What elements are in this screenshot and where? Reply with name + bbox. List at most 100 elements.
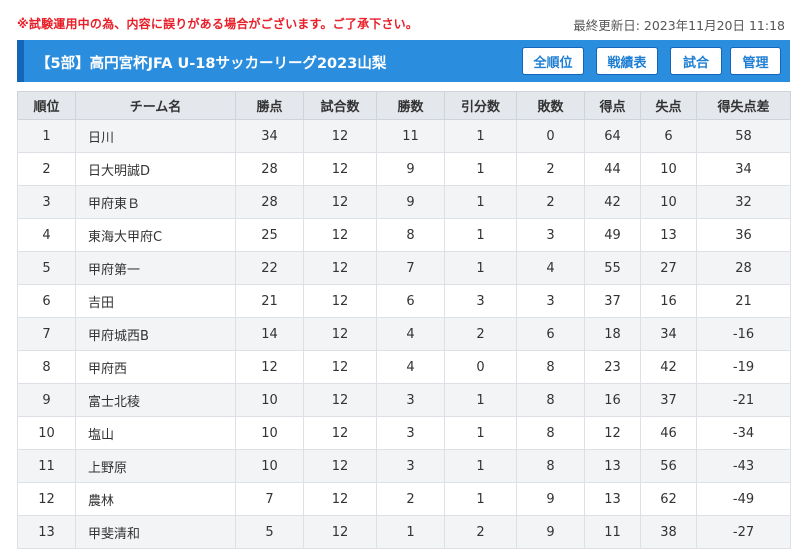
cell-points: 10: [235, 449, 304, 483]
cell-goal-difference: -27: [696, 515, 791, 549]
cell-played: 12: [303, 482, 377, 516]
table-row: 8 甲府西 12 12 4 0 8 23 42 -19: [17, 350, 791, 384]
cell-draws: 2: [444, 317, 517, 351]
cell-goals-for: 55: [584, 251, 641, 285]
cell-goals-against: 27: [640, 251, 697, 285]
cell-team: 甲斐清和: [75, 515, 236, 549]
cell-draws: 1: [444, 482, 517, 516]
cell-goals-for: 64: [584, 119, 641, 153]
cell-goals-for: 13: [584, 449, 641, 483]
cell-draws: 1: [444, 251, 517, 285]
cell-goal-difference: -16: [696, 317, 791, 351]
cell-wins: 7: [376, 251, 445, 285]
cell-losses: 2: [516, 152, 585, 186]
cell-points: 22: [235, 251, 304, 285]
cell-rank: 5: [17, 251, 76, 285]
cell-goal-difference: 28: [696, 251, 791, 285]
cell-played: 12: [303, 383, 377, 417]
cell-rank: 2: [17, 152, 76, 186]
cell-rank: 3: [17, 185, 76, 219]
cell-points: 28: [235, 185, 304, 219]
cell-goals-for: 49: [584, 218, 641, 252]
standings-table: 順位 チーム名 勝点 試合数 勝数 引分数 敗数 得点 失点 得失点差 1 日川 3…: [17, 91, 791, 549]
cell-team: 甲府城西B: [75, 317, 236, 351]
cell-draws: 1: [444, 449, 517, 483]
table-row: 7 甲府城西B 14 12 4 2 6 18 34 -16: [17, 317, 791, 351]
cell-rank: 7: [17, 317, 76, 351]
cell-goals-against: 56: [640, 449, 697, 483]
cell-points: 21: [235, 284, 304, 318]
cell-team: 上野原: [75, 449, 236, 483]
cell-team: 甲府第一: [75, 251, 236, 285]
cell-losses: 3: [516, 218, 585, 252]
cell-rank: 4: [17, 218, 76, 252]
cell-rank: 9: [17, 383, 76, 417]
last-updated: 最終更新日: 2023年11月20日 11:18: [573, 18, 785, 33]
cell-team: 吉田: [75, 284, 236, 318]
cell-team: 甲府西: [75, 350, 236, 384]
table-row: 5 甲府第一 22 12 7 1 4 55 27 28: [17, 251, 791, 285]
cell-goals-against: 34: [640, 317, 697, 351]
cell-played: 12: [303, 284, 377, 318]
cell-draws: 2: [444, 515, 517, 549]
cell-draws: 1: [444, 383, 517, 417]
table-row: 11 上野原 10 12 3 1 8 13 56 -43: [17, 449, 791, 483]
cell-team: 東海大甲府C: [75, 218, 236, 252]
cell-goal-difference: 58: [696, 119, 791, 153]
cell-points: 14: [235, 317, 304, 351]
cell-rank: 11: [17, 449, 76, 483]
cell-losses: 9: [516, 482, 585, 516]
cell-goals-for: 11: [584, 515, 641, 549]
cell-played: 12: [303, 350, 377, 384]
cell-points: 7: [235, 482, 304, 516]
admin-button[interactable]: 管理: [730, 47, 781, 75]
results-button[interactable]: 戦績表: [596, 47, 658, 75]
col-header-points: 勝点: [235, 91, 304, 120]
col-header-draws: 引分数: [444, 91, 517, 120]
cell-played: 12: [303, 152, 377, 186]
col-header-goal-difference: 得失点差: [696, 91, 791, 120]
cell-goal-difference: 34: [696, 152, 791, 186]
cell-points: 5: [235, 515, 304, 549]
cell-losses: 6: [516, 317, 585, 351]
cell-losses: 0: [516, 119, 585, 153]
cell-draws: 1: [444, 185, 517, 219]
cell-goals-for: 16: [584, 383, 641, 417]
cell-rank: 6: [17, 284, 76, 318]
cell-wins: 4: [376, 317, 445, 351]
col-header-goals-against: 失点: [640, 91, 697, 120]
cell-rank: 8: [17, 350, 76, 384]
cell-goals-for: 13: [584, 482, 641, 516]
cell-rank: 1: [17, 119, 76, 153]
cell-goals-for: 12: [584, 416, 641, 450]
cell-wins: 11: [376, 119, 445, 153]
cell-goals-against: 10: [640, 185, 697, 219]
table-row: 9 富士北稜 10 12 3 1 8 16 37 -21: [17, 383, 791, 417]
table-header-row: 順位 チーム名 勝点 試合数 勝数 引分数 敗数 得点 失点 得失点差: [17, 91, 791, 120]
cell-losses: 8: [516, 350, 585, 384]
cell-draws: 1: [444, 119, 517, 153]
cell-goals-for: 44: [584, 152, 641, 186]
cell-played: 12: [303, 119, 377, 153]
cell-rank: 12: [17, 482, 76, 516]
cell-played: 12: [303, 515, 377, 549]
cell-wins: 4: [376, 350, 445, 384]
cell-team: 日川: [75, 119, 236, 153]
standings-button[interactable]: 全順位: [522, 47, 584, 75]
top-bar: ※試験運用中の為、内容に誤りがある場合がございます。ご了承下さい。 最終更新日:…: [0, 0, 802, 40]
cell-losses: 8: [516, 383, 585, 417]
matches-button[interactable]: 試合: [670, 47, 722, 75]
cell-draws: 1: [444, 218, 517, 252]
cell-draws: 3: [444, 284, 517, 318]
cell-goals-against: 38: [640, 515, 697, 549]
cell-team: 甲府東Ｂ: [75, 185, 236, 219]
cell-played: 12: [303, 317, 377, 351]
cell-played: 12: [303, 218, 377, 252]
cell-goals-for: 37: [584, 284, 641, 318]
col-header-losses: 敗数: [516, 91, 585, 120]
cell-goal-difference: 21: [696, 284, 791, 318]
cell-team: 農林: [75, 482, 236, 516]
cell-points: 28: [235, 152, 304, 186]
cell-goals-against: 46: [640, 416, 697, 450]
cell-wins: 9: [376, 152, 445, 186]
